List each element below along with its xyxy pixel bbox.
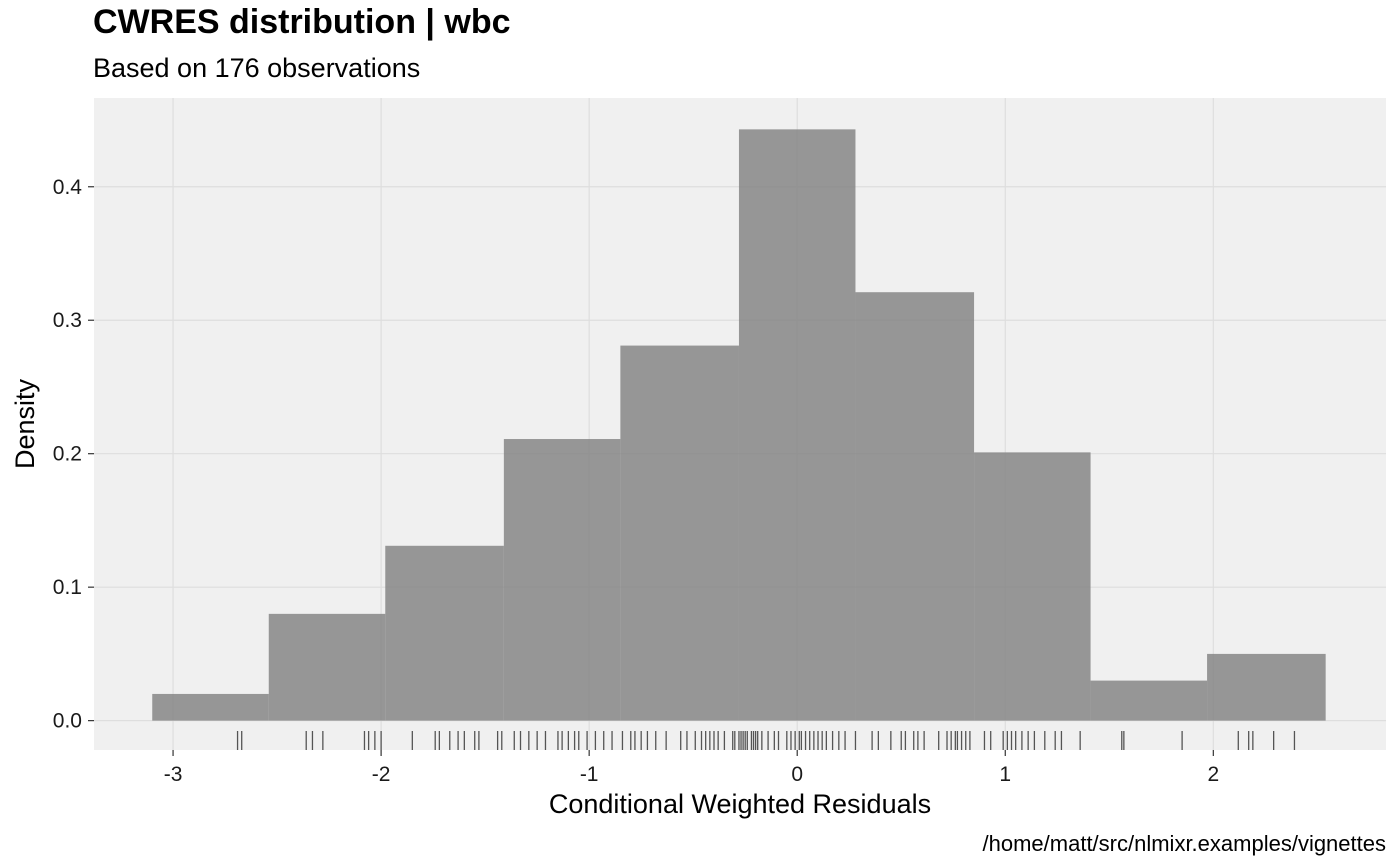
histogram-bars: [152, 129, 1326, 721]
chart-title: CWRES distribution | wbc: [93, 3, 511, 41]
y-tick-label: 0.4: [53, 176, 83, 199]
y-tick-label: 0.0: [53, 710, 82, 733]
x-tick-label: 0: [791, 763, 803, 786]
y-tick-label: 0.2: [53, 443, 82, 466]
histogram-bar: [974, 452, 1091, 721]
axes: -3 -2 -1 0 1 2 0.0 0.1 0.2 0.3 0.4: [53, 176, 1219, 786]
chart-caption: /home/matt/src/nlmixr.examples/vignettes: [983, 831, 1386, 856]
x-tick-label: -2: [372, 763, 391, 786]
histogram-bar: [268, 613, 386, 721]
histogram-bar: [855, 292, 975, 721]
histogram-bar: [1090, 680, 1208, 721]
y-tick-label: 0.3: [53, 309, 82, 332]
y-axis-title: Density: [10, 378, 40, 469]
x-tick-label: -1: [580, 763, 599, 786]
histogram-bar: [1207, 653, 1326, 721]
rug-marks: [236, 731, 1296, 750]
histogram-bar: [152, 693, 269, 721]
histogram-bar: [620, 345, 739, 721]
histogram-bar: [503, 439, 621, 721]
histogram-bar: [738, 129, 856, 721]
y-tick-label: 0.1: [53, 576, 82, 599]
chart-subtitle: Based on 176 observations: [93, 53, 420, 83]
x-tick-label: 1: [999, 763, 1011, 786]
x-axis-title: Conditional Weighted Residuals: [549, 789, 931, 819]
x-tick-label: -3: [164, 763, 183, 786]
histogram-bar: [385, 545, 504, 721]
x-tick-label: 2: [1207, 763, 1219, 786]
